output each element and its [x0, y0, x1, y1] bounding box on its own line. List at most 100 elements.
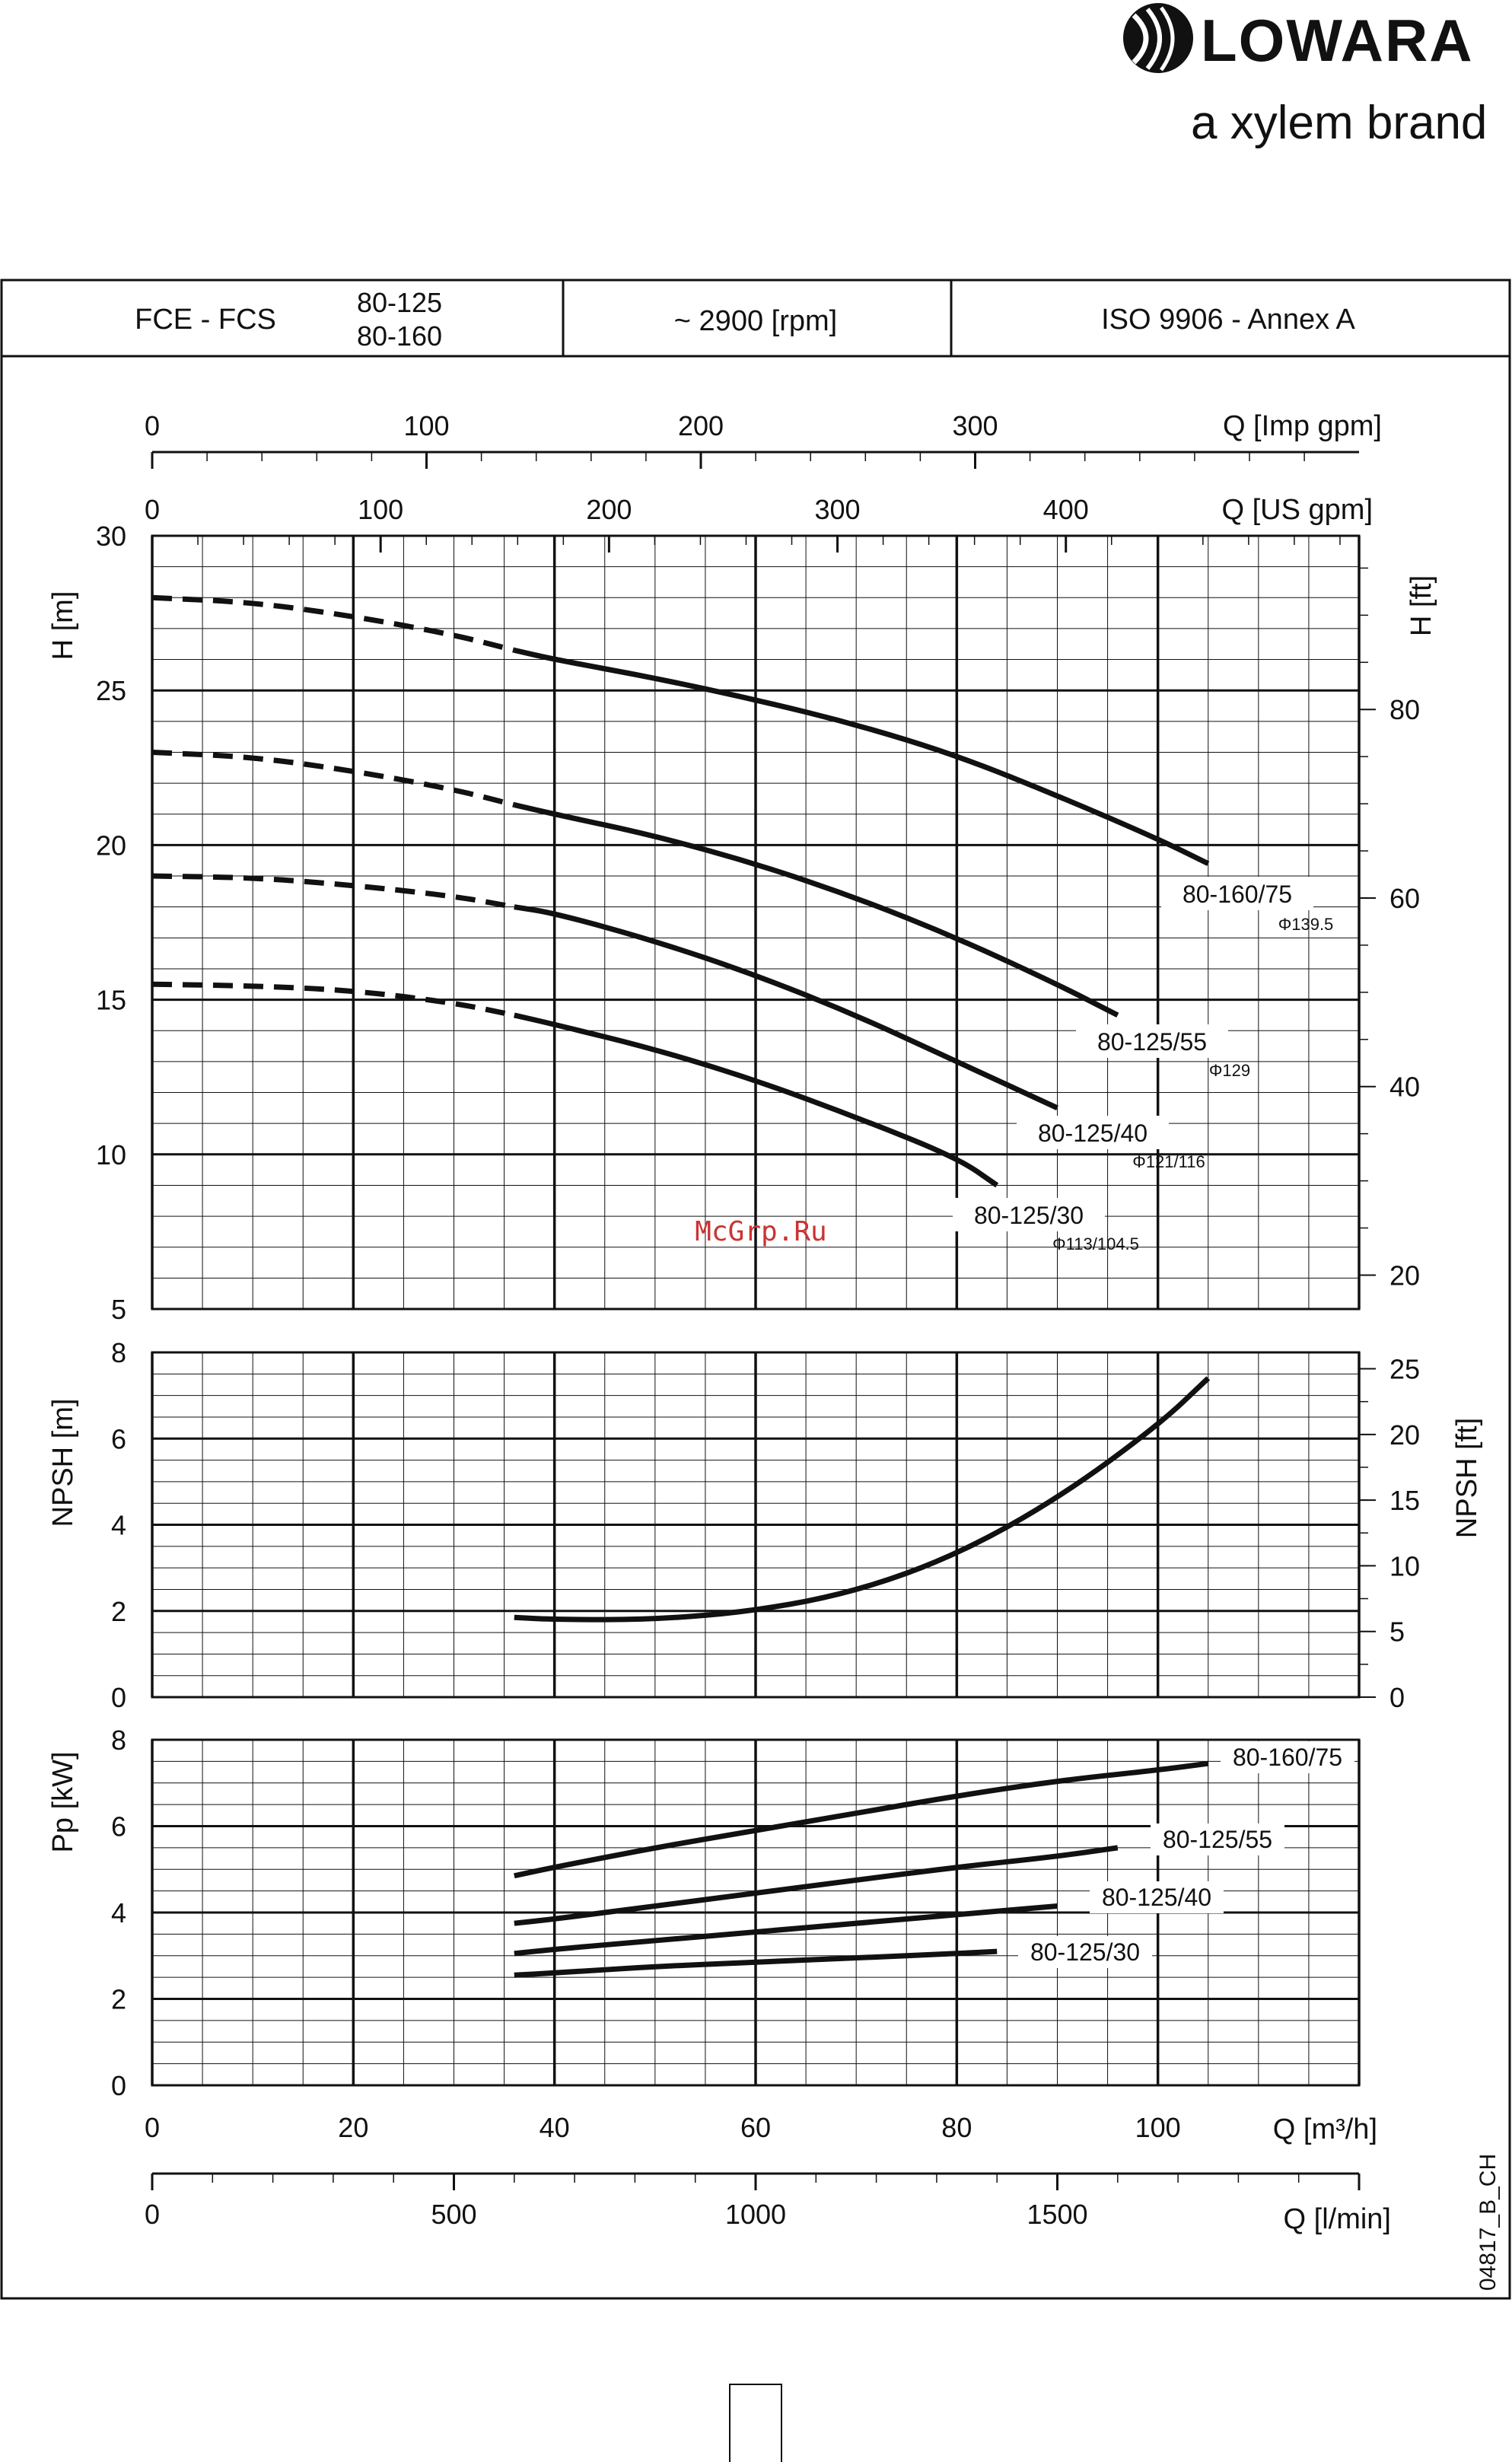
us-gpm-tick-label: 400 [1043, 494, 1089, 525]
imp-gpm-tick-label: 0 [145, 410, 160, 441]
page-tab [729, 2384, 782, 2462]
doc-code: 04817_B_CH [1475, 2154, 1501, 2291]
npsh-ytick-label: 2 [111, 1596, 126, 1627]
head-right-tick-label: 60 [1389, 883, 1420, 914]
npsh-ylabel: NPSH [m] [47, 1399, 79, 1527]
lmin-tick-label: 1500 [1027, 2199, 1087, 2230]
head-ytick-label: 15 [96, 985, 126, 1016]
power-panel-border [151, 1738, 1361, 2087]
head-curve [514, 802, 1119, 1018]
npsh-right-tick-label: 0 [1389, 1682, 1405, 1713]
m3h-tick-label: 20 [338, 2112, 368, 2143]
npsh-ytick-label: 6 [111, 1423, 126, 1454]
head-curve-dashed [151, 749, 515, 807]
head-ytick-label: 25 [96, 675, 126, 706]
head-curve-dashed [151, 594, 515, 653]
head-ytick-label: 5 [111, 1294, 126, 1325]
head-curve [514, 1012, 999, 1188]
imp-gpm-tick-label: 200 [678, 410, 724, 441]
logo-text: LOWARA [1201, 7, 1474, 74]
us-gpm-axis-label: Q [US gpm] [1222, 494, 1374, 526]
lmin-tick-label: 0 [145, 2199, 160, 2230]
head-grid [151, 534, 1361, 1311]
power-ytick-label: 6 [111, 1811, 126, 1843]
power-curve [514, 1948, 998, 1978]
head-right-tick-label: 40 [1389, 1072, 1420, 1103]
npsh-panel-border [151, 1351, 1361, 1699]
curve-label-bg [953, 1198, 1105, 1231]
npsh-ytick-label: 4 [111, 1510, 126, 1541]
power-curve-label: 80-125/40 [1102, 1884, 1211, 1911]
power-ylabel: Pp [kW] [47, 1751, 79, 1852]
us-gpm-tick-label: 100 [358, 494, 403, 525]
npsh-right-tick-label: 15 [1389, 1485, 1420, 1516]
header-speed: ~ 2900 [rpm] [674, 305, 837, 337]
head-curve-dashed [151, 981, 515, 1018]
header-size-2: 80-160 [357, 320, 442, 352]
head-curve-label: 80-125/40 [1038, 1120, 1148, 1147]
head-curve-diameter: Φ129 [1209, 1061, 1250, 1080]
imp-gpm-axis-label: Q [Imp gpm] [1223, 410, 1382, 442]
us-gpm-tick-label: 200 [586, 494, 632, 525]
header-model: FCE - FCS [135, 304, 276, 336]
head-curve-label: 80-160/75 [1183, 881, 1292, 908]
head-right-tick-label: 80 [1389, 694, 1420, 725]
head-curve-label: 80-125/30 [974, 1202, 1084, 1229]
watermark: McGrp.Ru [695, 1216, 826, 1247]
head-right-tick-label: 20 [1389, 1260, 1420, 1291]
npsh-grid [151, 1351, 1361, 1699]
head-ytick-label: 20 [96, 830, 126, 861]
curve-label-bg [1018, 1936, 1152, 1968]
lmin-axis-label: Q [l/min] [1284, 2203, 1391, 2235]
m3h-tick-label: 100 [1135, 2112, 1181, 2143]
curve-label-bg [1017, 1116, 1169, 1149]
npsh-ytick-label: 8 [111, 1337, 126, 1368]
head-curve-label: 80-125/55 [1097, 1028, 1207, 1056]
npsh-right-tick-label: 20 [1389, 1419, 1420, 1451]
imp-gpm-tick-label: 300 [952, 410, 998, 441]
curve-label-bg [1221, 1741, 1354, 1773]
npsh-right-tick-label: 5 [1389, 1616, 1405, 1648]
head-ylabel: H [m] [47, 591, 79, 661]
head-ytick-label: 30 [96, 521, 126, 552]
us-gpm-tick-label: 300 [815, 494, 861, 525]
m3h-tick-label: 0 [145, 2112, 160, 2143]
curve-label-bg [1090, 1881, 1224, 1913]
m3h-tick-label: 80 [941, 2112, 972, 2143]
power-curve [514, 1903, 1058, 1957]
curve-label-bg [1161, 877, 1313, 910]
head-ytick-label: 10 [96, 1139, 126, 1170]
head-ylabel-right: H [ft] [1405, 575, 1437, 636]
lowara-logo: LOWARA a xylem brand [1123, 3, 1487, 149]
swirl-icon [1123, 3, 1193, 73]
power-ytick-label: 2 [111, 1984, 126, 2015]
power-curve [514, 1760, 1209, 1879]
npsh-right-tick-label: 10 [1389, 1550, 1420, 1581]
power-ytick-label: 8 [111, 1725, 126, 1756]
m3h-axis-label: Q [m³/h] [1273, 2113, 1377, 2145]
imp-gpm-tick-label: 100 [403, 410, 449, 441]
logo-tagline: a xylem brand [1191, 97, 1487, 149]
head-curve-diameter: Φ121/116 [1132, 1152, 1205, 1171]
power-curve-label: 80-125/55 [1163, 1826, 1272, 1853]
npsh-ylabel-right: NPSH [ft] [1451, 1418, 1483, 1538]
lmin-tick-label: 500 [431, 2199, 476, 2230]
header: FCE - FCS 80-125 80-160 ~ 2900 [rpm] ISO… [135, 287, 1355, 352]
head-curve [514, 647, 1210, 866]
curve-label-bg [1151, 1823, 1284, 1855]
npsh-curve [514, 1376, 1211, 1623]
power-curve-label: 80-125/30 [1030, 1938, 1140, 1966]
npsh-right-tick-label: 25 [1389, 1354, 1420, 1385]
us-gpm-tick-label: 0 [145, 494, 160, 525]
head-curve-diameter: Φ113/104.5 [1052, 1234, 1139, 1253]
power-ytick-label: 4 [111, 1897, 126, 1929]
power-ytick-label: 0 [111, 2070, 126, 2101]
m3h-tick-label: 60 [740, 2112, 771, 2143]
power-curve-label: 80-160/75 [1233, 1744, 1342, 1771]
m3h-tick-label: 40 [540, 2112, 570, 2143]
npsh-ytick-label: 0 [111, 1682, 126, 1713]
header-standard: ISO 9906 - Annex A [1101, 304, 1355, 336]
curve-label-bg [1076, 1024, 1228, 1058]
lmin-tick-label: 1000 [725, 2199, 786, 2230]
